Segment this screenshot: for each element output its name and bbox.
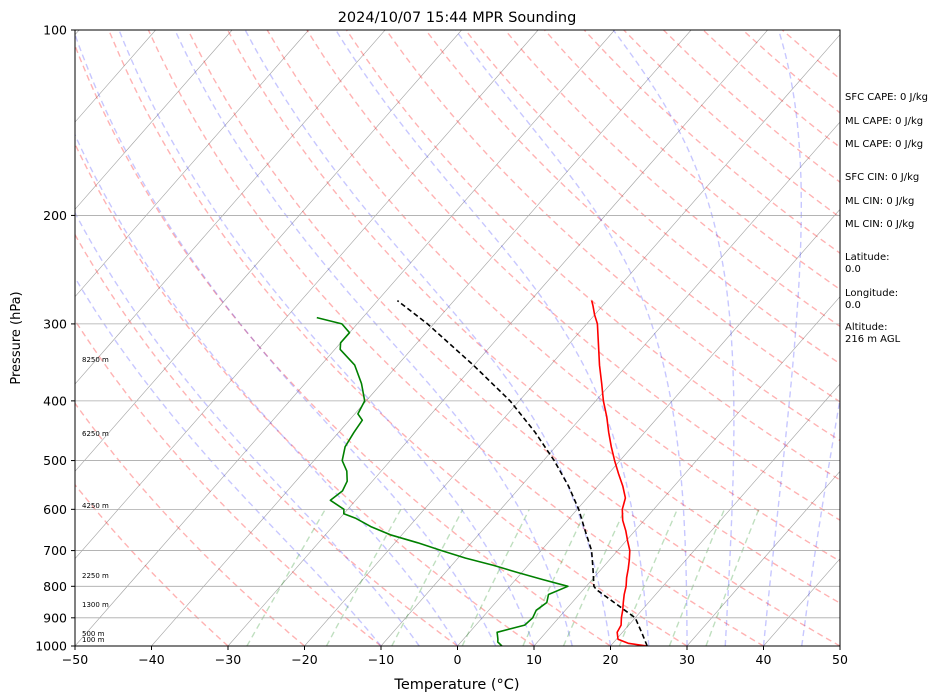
isotherm-line — [75, 30, 462, 472]
x-tick-label: 10 — [526, 652, 542, 667]
isotherm-line — [75, 30, 539, 560]
dry-adiabat-line — [108, 30, 688, 646]
x-tick-label: −40 — [138, 652, 164, 667]
height-label: 2250 m — [82, 572, 109, 581]
temperature-profile-line — [590, 300, 648, 646]
height-label: 1300 m — [82, 601, 109, 610]
height-label: 8250 m — [82, 356, 109, 365]
isotherm-line — [75, 30, 233, 210]
altitude-label: Altitude: — [845, 322, 888, 333]
x-tick-label: −10 — [368, 652, 394, 667]
dry-adiabat-line — [187, 30, 840, 646]
mixing-ratio-line — [522, 508, 588, 646]
isobar-gridlines — [75, 30, 840, 646]
moist-adiabat-line — [612, 30, 735, 646]
ml-cape-text: ML CAPE: 0 J/kg — [845, 116, 924, 127]
x-tick-label: 20 — [603, 652, 619, 667]
mixing-ratio-line — [461, 508, 530, 646]
y-axis: 100 200 300 400 500 600 700 800 900 1000 — [35, 23, 75, 654]
dry-adiabat-line — [345, 30, 840, 481]
dewpoint-profile-line — [316, 316, 569, 646]
y-tick-label: 200 — [43, 208, 67, 223]
y-axis-label: Pressure (hPa) — [9, 291, 24, 384]
latitude-label: Latitude: — [845, 252, 890, 263]
latitude-value: 0.0 — [845, 264, 861, 275]
longitude-value: 0.0 — [845, 300, 861, 311]
dry-adiabat-line — [75, 233, 458, 646]
height-label: 500 m — [82, 629, 105, 638]
moist-adiabat-line — [75, 133, 459, 646]
mixing-ratio-line — [325, 508, 402, 646]
height-label: 4250 m — [82, 502, 109, 511]
y-tick-label: 300 — [43, 316, 67, 331]
isotherm-line — [151, 30, 692, 646]
x-tick-label: −30 — [215, 652, 241, 667]
moist-adiabat-line — [75, 211, 420, 646]
x-tick-label: 50 — [832, 652, 848, 667]
isotherm-line — [227, 30, 768, 646]
chart-title: 2024/10/07 15:44 MPR Sounding — [338, 10, 577, 26]
dry-adiabat-line — [147, 30, 764, 646]
reference-lines — [0, 30, 840, 646]
moist-adiabat-line — [118, 30, 535, 646]
isotherm-line — [610, 383, 840, 646]
x-tick-label: 40 — [756, 652, 772, 667]
y-tick-label: 800 — [43, 579, 67, 594]
isotherm-line — [457, 208, 840, 646]
profile-lines — [316, 299, 648, 646]
dry-adiabat-line — [75, 483, 229, 646]
x-tick-label: 0 — [454, 652, 462, 667]
dry-adiabat-line — [75, 43, 611, 646]
dry-adiabat-line — [266, 30, 840, 563]
dry-adiabat-line — [385, 30, 840, 442]
dry-adiabat-line — [306, 30, 840, 521]
y-tick-label: 400 — [43, 393, 67, 408]
mixing-ratio-line — [618, 509, 678, 646]
stats-panel: SFC CAPE: 0 J/kg ML CAPE: 0 J/kg ML CAPE… — [845, 92, 945, 352]
moist-adiabat-line — [335, 30, 650, 646]
sfc-cape-text: SFC CAPE: 0 J/kg — [845, 92, 928, 103]
isotherm-line — [75, 30, 309, 298]
mixing-ratio-line — [391, 508, 464, 646]
ml-cin-text-2: ML CIN: 0 J/kg — [845, 219, 915, 230]
longitude-label: Longitude: — [845, 288, 899, 299]
dry-adiabat-line — [226, 30, 840, 604]
x-tick-label: −20 — [291, 652, 317, 667]
y-tick-label: 1000 — [35, 639, 67, 654]
moist-adiabat-line — [75, 32, 497, 646]
altitude-value: 216 m AGL — [845, 334, 901, 345]
isotherm-line — [75, 30, 386, 385]
y-tick-label: 100 — [43, 23, 67, 38]
y-tick-label: 900 — [43, 610, 67, 625]
parcel-profile-line — [396, 299, 648, 646]
moist-adiabat-line — [762, 30, 802, 646]
ml-cin-text: ML CIN: 0 J/kg — [845, 196, 915, 207]
moist-adiabat-line — [455, 30, 688, 646]
height-label: 6250 m — [82, 430, 109, 439]
isotherm-line — [686, 470, 840, 646]
isotherm-line — [0, 30, 3, 646]
moist-adiabat-line — [801, 395, 840, 646]
mixing-ratio-line — [705, 509, 760, 646]
x-tick-label: −50 — [62, 652, 88, 667]
x-axis-label: Temperature (°C) — [393, 677, 519, 693]
x-tick-label: 30 — [679, 652, 695, 667]
isotherm-line — [533, 296, 840, 646]
ml-cape-text-2: ML CAPE: 0 J/kg — [845, 139, 924, 150]
height-label: 100 m — [82, 635, 105, 644]
isotherm-line — [380, 121, 840, 646]
y-tick-label: 700 — [43, 543, 67, 558]
sfc-cin-text: SFC CIN: 0 J/kg — [845, 172, 920, 183]
mixing-ratio-line — [668, 509, 726, 646]
x-axis: −50 −40 −30 −20 −10 0 10 20 30 40 50 — [62, 646, 848, 667]
moist-adiabat-line — [174, 30, 573, 646]
y-tick-label: 500 — [43, 453, 67, 468]
isotherm-line — [304, 34, 840, 646]
dry-adiabat-line — [75, 142, 535, 646]
moist-adiabat-line — [244, 30, 612, 646]
y-tick-label: 600 — [43, 502, 67, 517]
dry-adiabat-line — [544, 30, 840, 291]
mixing-ratio-line — [246, 508, 326, 646]
